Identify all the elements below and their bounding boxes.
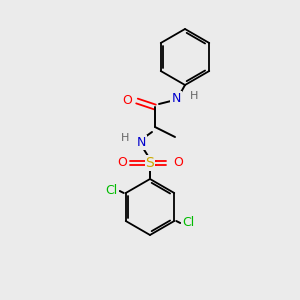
Text: N: N bbox=[171, 92, 181, 104]
Text: O: O bbox=[122, 94, 132, 107]
Text: O: O bbox=[173, 157, 183, 169]
Text: H: H bbox=[190, 91, 198, 101]
Text: Cl: Cl bbox=[182, 217, 194, 230]
Text: Cl: Cl bbox=[106, 184, 118, 197]
Text: O: O bbox=[117, 157, 127, 169]
Text: N: N bbox=[136, 136, 146, 148]
Text: S: S bbox=[146, 156, 154, 170]
Text: H: H bbox=[121, 133, 129, 143]
